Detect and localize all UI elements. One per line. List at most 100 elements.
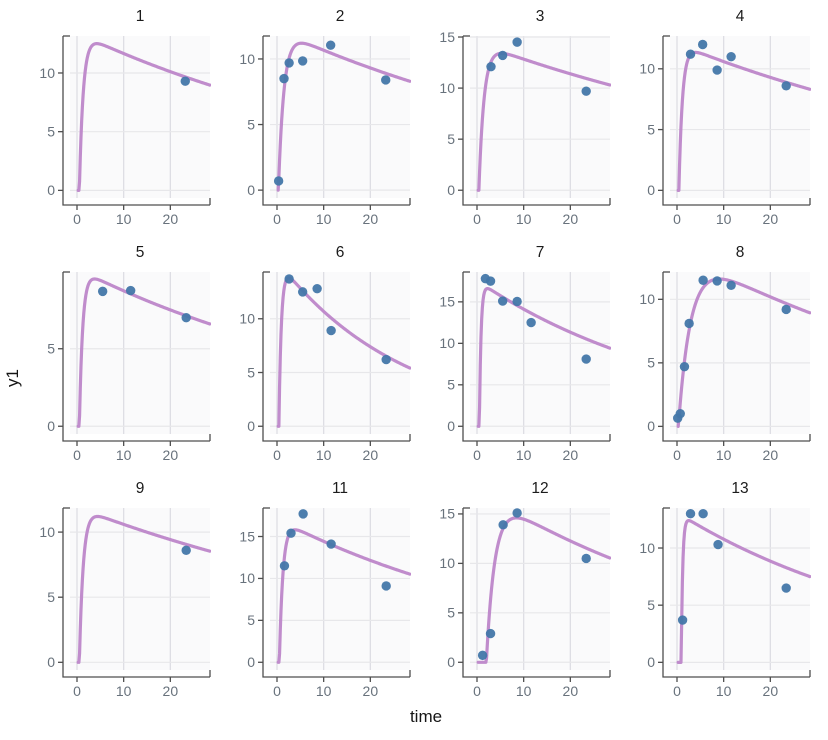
- data-point: [326, 539, 336, 549]
- y-tick-label: 15: [439, 294, 455, 310]
- y-tick-label: 0: [247, 654, 255, 670]
- data-point: [279, 73, 289, 84]
- y-tick-label: 0: [47, 182, 55, 198]
- data-point: [712, 65, 722, 75]
- x-tick-label: 10: [516, 211, 532, 227]
- axis-spines: [62, 36, 210, 206]
- x-tick-label: 20: [363, 447, 379, 463]
- x-tick-label: 20: [163, 447, 179, 463]
- facet-title: 7: [535, 244, 545, 261]
- x-tick-label: 10: [116, 211, 132, 227]
- facet-title: 3: [535, 8, 545, 25]
- y-axis-label: y1: [3, 369, 22, 387]
- panel-background: [470, 272, 610, 434]
- panel-background: [470, 508, 610, 670]
- facet-plot: 0 10 20 0 5 10: [639, 271, 811, 463]
- data-point: [181, 545, 191, 556]
- axis-spines: [462, 36, 610, 206]
- y-tick-label: 5: [447, 131, 455, 147]
- x-tick-label: 10: [316, 447, 332, 463]
- data-point: [675, 408, 685, 419]
- x-tick-label: 0: [473, 211, 481, 227]
- y-tick-label: 10: [39, 65, 55, 81]
- data-point: [297, 287, 308, 297]
- x-tick-label: 20: [163, 211, 179, 227]
- y-tick-label: 0: [447, 654, 455, 670]
- x-tick-label: 10: [516, 447, 532, 463]
- x-tick-label: 0: [73, 683, 81, 699]
- axis-spines: [462, 508, 610, 678]
- data-point: [97, 286, 108, 297]
- axis-spines: [662, 36, 810, 206]
- y-tick-label: 0: [47, 418, 55, 434]
- facet-plot: 0 10 20 0 5 10: [39, 35, 211, 227]
- data-point: [712, 276, 722, 286]
- panel-background: [670, 36, 810, 198]
- facet-plot: 0 10 20 0 5 10 15: [439, 29, 611, 227]
- y-tick-label: 0: [247, 418, 255, 434]
- axis-spines: [462, 272, 610, 442]
- facet-plot: 0 10 20 0 5 10: [39, 507, 211, 699]
- x-tick-label: 10: [116, 447, 132, 463]
- facet-title: 5: [135, 244, 145, 261]
- x-tick-label: 0: [273, 447, 281, 463]
- x-tick-label: 0: [273, 683, 281, 699]
- y-tick-label: 10: [439, 80, 455, 96]
- data-point: [312, 283, 322, 294]
- data-point: [381, 75, 391, 85]
- facet-plot: 0 10 20 0 5 10: [239, 271, 411, 463]
- x-tick-label: 20: [563, 447, 579, 463]
- x-tick-label: 20: [763, 447, 779, 463]
- facet-panel-6: 6 0 10 20 0 5 10: [226, 236, 426, 472]
- data-point: [781, 81, 791, 91]
- data-point: [698, 509, 708, 519]
- facet-plot: 0 10 20 0 5 10 15: [239, 507, 411, 699]
- facet-title: 13: [731, 480, 749, 497]
- y-tick-label: 5: [647, 597, 655, 613]
- y-tick-label: 15: [439, 29, 455, 45]
- facet-panel-9: 9 0 10 20 0 5 10: [26, 472, 226, 708]
- x-tick-label: 20: [363, 683, 379, 699]
- facet-title: 12: [531, 480, 549, 497]
- data-point: [781, 304, 791, 315]
- panel-background: [70, 508, 210, 670]
- data-point: [581, 553, 591, 564]
- data-point: [284, 58, 294, 68]
- data-point: [684, 318, 694, 329]
- facet-title: 6: [335, 244, 345, 261]
- y-tick-label: 5: [247, 116, 255, 132]
- y-tick-label: 10: [439, 335, 455, 351]
- y-tick-label: 5: [647, 121, 655, 137]
- panel-background: [670, 272, 810, 434]
- data-point: [273, 176, 284, 186]
- x-tick-label: 0: [473, 683, 481, 699]
- y-tick-label: 5: [447, 377, 455, 393]
- data-point: [726, 280, 736, 291]
- facet-title: 8: [735, 244, 745, 261]
- y-tick-label: 15: [239, 528, 255, 544]
- x-tick-label: 20: [563, 683, 579, 699]
- x-tick-label: 20: [363, 211, 379, 227]
- y-tick-label: 10: [439, 555, 455, 571]
- x-tick-label: 20: [763, 211, 779, 227]
- fit-curve-line: [676, 518, 811, 664]
- data-point: [497, 50, 508, 61]
- y-tick-label: 5: [47, 341, 55, 357]
- data-point: [381, 581, 391, 591]
- fit-curve-line: [276, 41, 411, 192]
- x-tick-label: 0: [73, 447, 81, 463]
- data-point: [298, 509, 308, 519]
- data-point: [726, 51, 736, 62]
- facet-plot: 0 10 20 0 5 10: [639, 507, 811, 699]
- data-point: [677, 615, 688, 625]
- x-tick-label: 0: [473, 447, 481, 463]
- data-point: [685, 509, 696, 519]
- y-tick-label: 0: [47, 654, 55, 670]
- x-tick-label: 10: [716, 447, 732, 463]
- x-tick-label: 0: [673, 683, 681, 699]
- y-tick-label: 0: [447, 182, 455, 198]
- facet-panel-2: 2 0 10 20 0 5 10: [226, 0, 426, 236]
- data-point: [297, 56, 308, 66]
- x-tick-label: 0: [73, 211, 81, 227]
- data-point: [485, 628, 496, 639]
